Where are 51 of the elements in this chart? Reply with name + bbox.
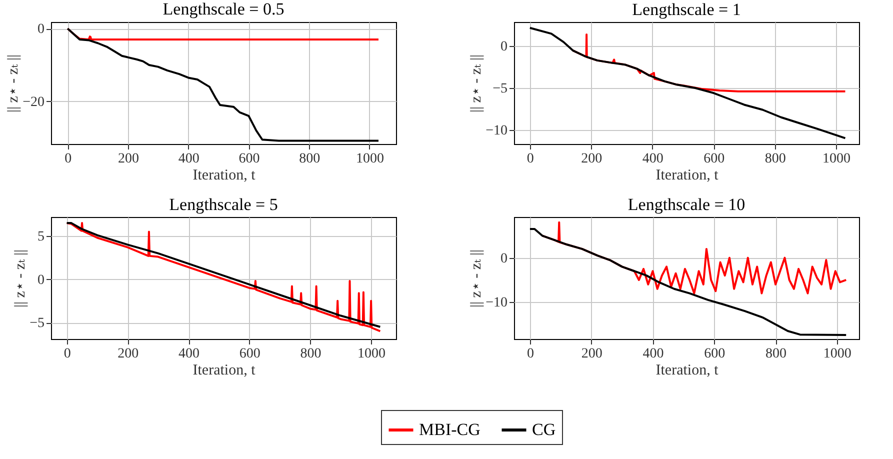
chart-title: Lengthscale = 10 (628, 195, 746, 214)
line-series (66, 28, 380, 142)
y-tick-label: −5 (30, 316, 44, 332)
x-tick-label: 1000 (356, 152, 384, 166)
y-tick-label: −10 (486, 123, 508, 138)
x-tick-label: 400 (178, 346, 200, 362)
y-tick-label: 0 (500, 40, 508, 55)
x-tick-label: 200 (118, 346, 139, 362)
y-tick-label: 5 (38, 230, 44, 245)
x-tick-label: 600 (704, 346, 726, 362)
legend-label: CG (532, 420, 556, 439)
y-axis-title: || z⋆ - zₜ || (12, 249, 29, 308)
x-tick-label: 1000 (823, 346, 852, 362)
x-axis-title: Iteration, t (656, 168, 720, 184)
line-series (528, 228, 848, 336)
x-tick-label: 0 (526, 346, 534, 362)
x-tick-label: 600 (238, 152, 260, 166)
x-tick-label: 600 (704, 152, 725, 166)
line-series (528, 26, 846, 140)
y-tick-label: −10 (486, 296, 508, 311)
x-axis-title: Iteration, t (192, 362, 256, 378)
x-tick-label: 1000 (358, 346, 386, 362)
y-tick-label: 0 (38, 22, 44, 38)
x-axis-title: Iteration, t (192, 168, 256, 184)
y-tick-label: 0 (500, 251, 508, 266)
x-tick-label: 400 (642, 152, 664, 166)
legend-label: MBI-CG (419, 420, 480, 439)
x-tick-label: 400 (642, 346, 664, 362)
x-tick-label: 0 (526, 152, 534, 166)
y-axis-title: || z⋆ - zₜ || (6, 54, 22, 113)
y-tick-label: −20 (22, 94, 44, 110)
x-tick-label: 0 (64, 346, 71, 362)
x-tick-label: 0 (64, 152, 72, 166)
y-axis-title: || z⋆ - zₜ || (468, 54, 485, 113)
x-tick-label: 800 (299, 152, 320, 166)
chart-title: Lengthscale = 0.5 (162, 0, 284, 19)
y-tick-label: 0 (38, 272, 44, 288)
x-axis-title: Iteration, t (656, 362, 720, 378)
x-tick-label: 800 (300, 346, 322, 362)
x-tick-label: 1000 (822, 152, 851, 166)
x-tick-label: 200 (581, 346, 602, 362)
x-tick-label: 800 (764, 152, 786, 166)
chart-title: Lengthscale = 1 (632, 0, 741, 19)
x-tick-label: 800 (766, 346, 787, 362)
x-tick-label: 400 (178, 152, 200, 166)
x-tick-label: 600 (239, 346, 260, 362)
y-axis-title: || z⋆ - zₜ || (468, 249, 485, 308)
chart-title: Lengthscale = 5 (169, 195, 278, 214)
x-tick-label: 200 (581, 152, 602, 166)
y-tick-label: −5 (492, 82, 508, 97)
x-tick-label: 200 (118, 152, 139, 166)
